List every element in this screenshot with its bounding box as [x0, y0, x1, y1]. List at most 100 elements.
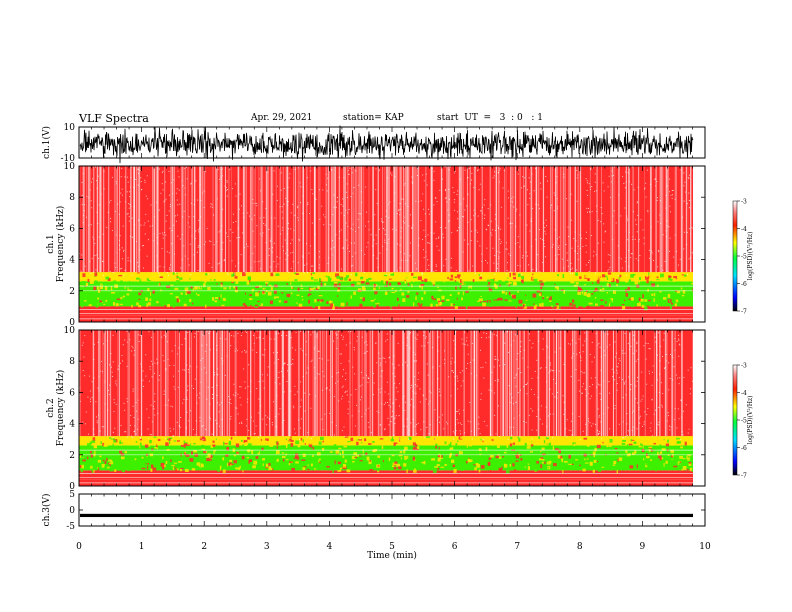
spectral-speckle — [351, 264, 353, 266]
spectral-streak — [276, 330, 278, 437]
spectral-streak — [691, 330, 693, 437]
spectral-speckle — [300, 437, 303, 441]
spectral-speckle — [160, 462, 165, 467]
spectral-speckle — [253, 460, 258, 465]
spectral-speckle — [268, 467, 273, 471]
spectral-speckle — [600, 207, 602, 209]
spectral-streak — [633, 330, 635, 437]
spectral-speckle — [221, 225, 223, 227]
spectral-speckle — [410, 384, 412, 386]
spectral-speckle — [485, 259, 487, 261]
spectral-speckle — [417, 445, 420, 449]
spectral-speckle — [688, 459, 690, 461]
spectral-speckle — [347, 413, 349, 415]
spectral-speckle — [342, 198, 344, 200]
spectral-speckle — [586, 211, 588, 213]
spectral-speckle — [673, 366, 675, 368]
spectral-speckle — [97, 387, 99, 389]
spectral-speckle — [370, 467, 375, 470]
spectral-speckle — [606, 291, 609, 294]
spectral-streak — [167, 330, 169, 437]
spectral-speckle — [190, 286, 193, 289]
spectral-speckle — [661, 448, 666, 451]
spectral-speckle — [262, 418, 264, 420]
spectral-streak — [100, 330, 101, 437]
spectral-speckle — [235, 348, 237, 350]
spectral-streak — [499, 330, 502, 437]
spectral-speckle — [550, 207, 552, 209]
spectral-speckle — [602, 287, 605, 292]
spectral-speckle — [353, 452, 358, 455]
spectral-speckle — [228, 300, 233, 303]
spectral-speckle — [404, 409, 406, 411]
spectral-streak — [154, 166, 156, 273]
spectral-speckle — [496, 444, 500, 449]
spectral-streak — [631, 330, 634, 437]
spectral-streak — [89, 166, 91, 273]
spectral-speckle — [441, 455, 443, 458]
spectral-speckle — [145, 297, 148, 301]
spectral-speckle — [104, 466, 106, 469]
spectral-speckle — [172, 224, 174, 226]
spectral-speckle — [498, 297, 502, 301]
spectral-speckle — [214, 374, 216, 376]
spectral-speckle — [235, 281, 239, 284]
spectral-speckle — [658, 407, 660, 409]
spectral-speckle — [577, 253, 579, 255]
y-tick-label: 0 — [69, 318, 75, 328]
spectral-speckle — [525, 384, 527, 386]
spectral-speckle — [667, 439, 669, 443]
spectral-speckle — [263, 354, 265, 356]
spectral-streak — [215, 330, 217, 437]
spectral-speckle — [171, 350, 173, 352]
spectral-speckle — [392, 284, 394, 289]
spectral-speckle — [399, 451, 403, 454]
spectral-speckle — [240, 254, 242, 256]
spectral-speckle — [297, 167, 299, 169]
spectral-speckle — [285, 296, 289, 300]
spectral-speckle — [434, 461, 437, 463]
spectral-speckle — [89, 260, 91, 262]
spectral-speckle — [322, 440, 324, 445]
spectral-band — [79, 470, 693, 480]
spectral-speckle — [213, 244, 215, 246]
spectral-speckle — [482, 300, 487, 302]
spectral-speckle — [369, 460, 371, 462]
spectral-speckle — [540, 282, 544, 287]
spectral-speckle — [168, 399, 170, 401]
spectral-speckle — [102, 295, 105, 299]
spectral-speckle — [440, 447, 442, 450]
spectral-speckle — [656, 279, 660, 281]
spectral-speckle — [225, 338, 227, 340]
spectral-speckle — [624, 261, 626, 263]
spectral-speckle — [169, 427, 171, 429]
spectral-speckle — [158, 168, 160, 170]
spectral-speckle — [273, 273, 275, 275]
spectral-streak — [363, 166, 365, 273]
spectral-speckle — [638, 280, 641, 283]
spectral-streak — [574, 166, 576, 273]
spectral-speckle — [220, 357, 222, 359]
spectral-streak — [208, 330, 211, 437]
spectral-streak — [331, 166, 333, 273]
spectral-speckle — [176, 440, 180, 442]
spectral-speckle — [138, 219, 140, 221]
spectral-speckle — [655, 341, 657, 343]
spectral-speckle — [399, 214, 401, 216]
spectral-streak — [385, 166, 388, 273]
spectral-speckle — [526, 393, 528, 395]
spectral-streak — [548, 330, 550, 437]
spectral-speckle — [456, 411, 458, 413]
spectral-speckle — [491, 390, 493, 392]
spectral-speckle — [402, 298, 406, 303]
spectral-speckle — [364, 253, 366, 255]
spectral-speckle — [191, 385, 193, 387]
spectral-speckle — [207, 386, 209, 388]
spectral-speckle — [133, 416, 135, 418]
spectral-speckle — [326, 301, 329, 304]
spectral-speckle — [269, 444, 274, 447]
colorbar — [732, 200, 738, 312]
spectral-speckle — [408, 429, 410, 431]
spectral-speckle — [295, 331, 297, 333]
spectral-speckle — [172, 406, 174, 408]
